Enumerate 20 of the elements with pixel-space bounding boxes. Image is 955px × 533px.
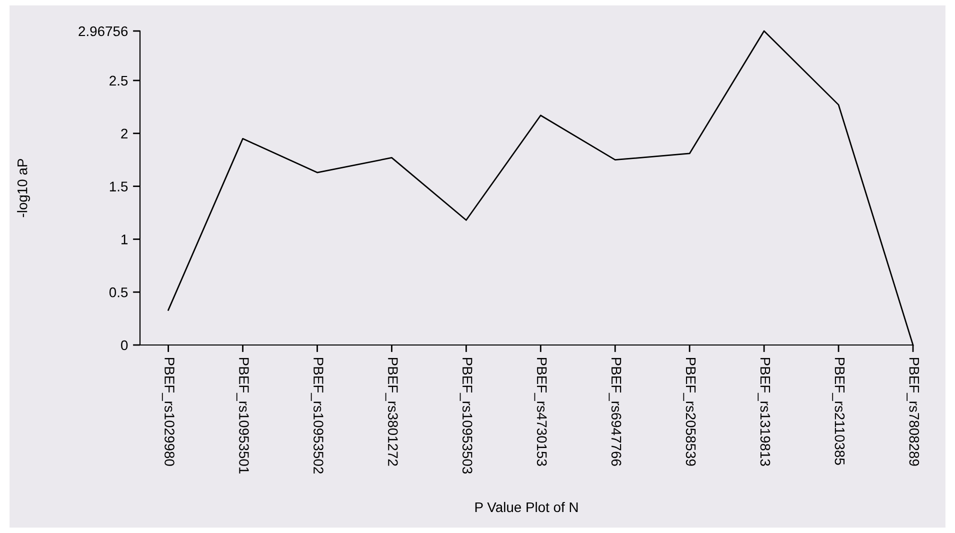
y-tick-label: 2 bbox=[121, 128, 128, 138]
x-tick-label: PBEF_rs10953503 bbox=[460, 358, 472, 474]
x-tick-label: PBEF_rs4730153 bbox=[534, 358, 547, 466]
y-tick-label: 2.5 bbox=[110, 76, 128, 86]
x-tick-label: PBEF_rs10953502 bbox=[310, 358, 324, 474]
x-tick-label: PBEF_rs7808289 bbox=[906, 358, 920, 466]
x-tick-label: PBEF_rs10953501 bbox=[236, 358, 249, 474]
y-tick-label: 1 bbox=[122, 234, 128, 244]
x-tick-label: PBEF_rs2110385 bbox=[832, 358, 845, 465]
y-axis-title: -log10 aP bbox=[17, 159, 30, 218]
y-tick-label: 0 bbox=[121, 340, 128, 350]
y-tick-label: 0.5 bbox=[109, 287, 128, 298]
x-tick-label: PBEF_rs2058539 bbox=[683, 358, 696, 466]
y-tick-label: 2.96756 bbox=[78, 26, 128, 36]
x-tick-label: PBEF_rs6947766 bbox=[608, 358, 622, 466]
x-axis-title: P Value Plot of N bbox=[475, 502, 578, 512]
x-tick-label: PBEF_rs3801272 bbox=[385, 358, 398, 466]
x-tick-label: PBEF_rs1029980 bbox=[162, 358, 174, 466]
y-tick-label: 1.5 bbox=[110, 182, 128, 192]
x-tick-label: PBEF_rs1319813 bbox=[758, 358, 770, 466]
